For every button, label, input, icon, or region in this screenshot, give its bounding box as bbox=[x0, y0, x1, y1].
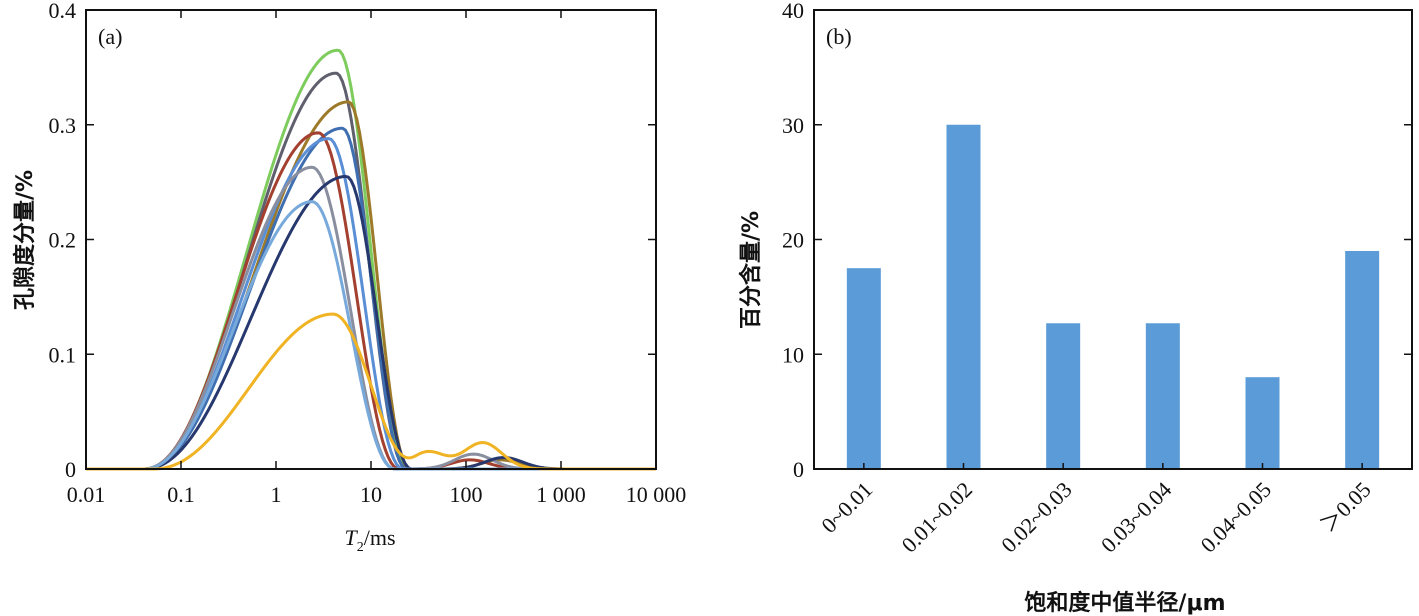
x-tick-label: 1 000 bbox=[536, 482, 586, 507]
x-tick-label: 0.03~0.04 bbox=[1096, 477, 1177, 558]
chart-a-y-ticks: 0 0.1 0.2 0.3 0.4 bbox=[49, 0, 656, 482]
bar bbox=[846, 268, 881, 469]
x-tick-label: ＞0.05 bbox=[1315, 477, 1375, 537]
x-tick-label: 10 000 bbox=[626, 482, 687, 507]
y-tick-label: 40 bbox=[782, 0, 804, 23]
y-tick-label: 0.1 bbox=[49, 342, 77, 367]
x-tick-label: 0.1 bbox=[167, 482, 195, 507]
y-tick-label: 0.4 bbox=[49, 0, 77, 23]
chart-b-y-axis-title: 百分含量/% bbox=[738, 211, 764, 329]
chart-b-plot-frame bbox=[813, 9, 1413, 470]
panel-a: 0.01 0.1 1 10 100 1 000 10 000 0 0.1 0.2 0.3 0.4 (… bbox=[12, 0, 686, 555]
y-tick-label: 0 bbox=[65, 457, 76, 482]
chart-b-x-ticks: 0~0.01 0.01~0.02 0.02~0.03 0.03~0.04 0.04~0.… bbox=[816, 463, 1376, 558]
x-tick-label: 10 bbox=[360, 482, 382, 507]
panel-b: 0 10 20 30 40 0~0.01 0.01~0.02 0.02~0.03 0.03~0… bbox=[738, 0, 1413, 616]
y-tick-label: 20 bbox=[782, 228, 804, 253]
chart-a-x-axis-title-sub: 2 bbox=[357, 540, 364, 555]
x-tick-label: 0.02~0.03 bbox=[996, 477, 1077, 558]
bar bbox=[1245, 377, 1280, 469]
bar bbox=[1345, 250, 1380, 469]
x-tick-label: 100 bbox=[450, 482, 483, 507]
y-tick-label: 10 bbox=[782, 342, 804, 367]
x-tick-label: 0.01 bbox=[67, 482, 106, 507]
chart-b-x-axis-title: 饱和度中值半径/μm bbox=[1024, 590, 1225, 616]
x-tick-label: 0.04~0.05 bbox=[1195, 477, 1276, 558]
chart-a-x-axis-title: T2/ms bbox=[344, 525, 395, 555]
x-tick-label: 0.01~0.02 bbox=[896, 477, 977, 558]
y-tick-label: 0.2 bbox=[49, 228, 77, 253]
series-line-1 bbox=[86, 48, 656, 471]
y-tick-label: 0.3 bbox=[49, 113, 77, 138]
bar bbox=[1145, 323, 1180, 469]
chart-a-y-axis-title: 孔隙度分量/% bbox=[12, 170, 38, 310]
chart-a-x-ticks: 0.01 0.1 1 10 100 1 000 10 000 bbox=[67, 10, 687, 507]
y-tick-label: 0 bbox=[793, 457, 804, 482]
chart-b-panel-label: (b) bbox=[826, 24, 852, 49]
x-tick-label: 0~0.01 bbox=[816, 477, 877, 538]
chart-b-y-ticks: 0 10 20 30 40 bbox=[782, 0, 1412, 482]
chart-a-series-group bbox=[86, 48, 656, 471]
bar bbox=[1046, 323, 1081, 469]
y-tick-label: 30 bbox=[782, 113, 804, 138]
chart-a-x-axis-title-unit: /ms bbox=[364, 525, 396, 550]
x-tick-label: 1 bbox=[271, 482, 282, 507]
chart-a-x-axis-title-main: T bbox=[344, 525, 358, 550]
bar bbox=[946, 124, 981, 469]
chart-a-panel-label: (a) bbox=[98, 24, 122, 49]
chart-b-bars bbox=[846, 124, 1380, 469]
